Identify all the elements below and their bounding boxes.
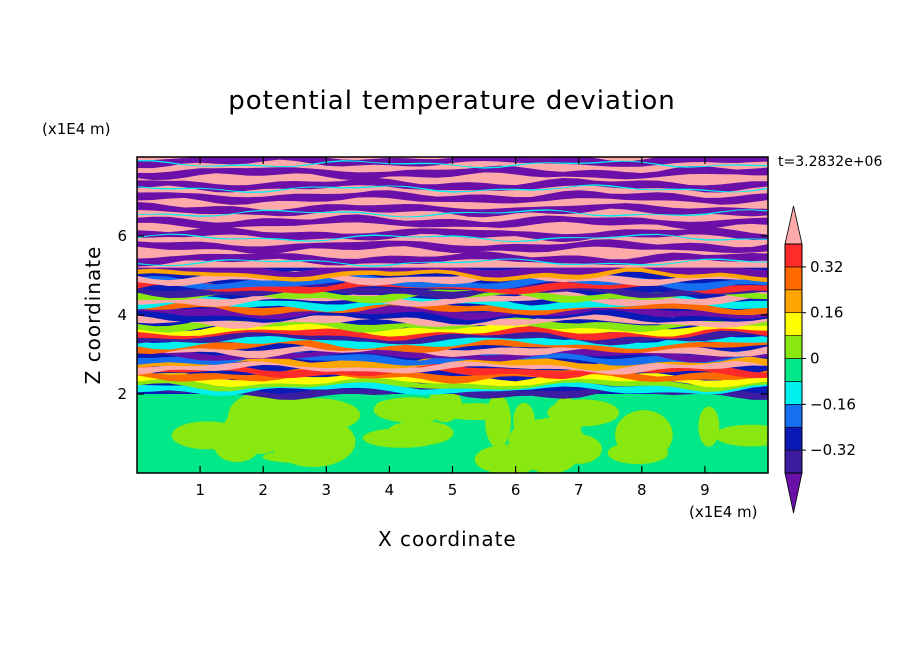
upper-thin-contour	[137, 233, 768, 243]
x-tick-label: 4	[385, 481, 395, 499]
lower-layer-patch	[485, 394, 512, 448]
colorbar-bin	[784, 381, 803, 405]
lower-layer-patch	[508, 418, 585, 461]
colorbar-top-extension	[784, 205, 803, 245]
colorbar-bin	[784, 449, 803, 474]
x-tick-label: 6	[511, 481, 521, 499]
x-axis-ticks: 1 2 3 4 5 6 7 8 9	[195, 157, 710, 499]
x-tick-label: 3	[322, 481, 332, 499]
lower-layer-patch	[270, 398, 361, 432]
upper-purple-band	[137, 214, 768, 230]
upper-purple-band	[137, 251, 768, 267]
upper-thin-contour	[137, 184, 768, 193]
colorbar-tick-label: −0.32	[810, 441, 856, 459]
y-tick-label: 4	[117, 306, 127, 324]
colorbar-bin	[784, 403, 803, 428]
upper-purple-band	[137, 201, 768, 218]
lower-layer-patch	[223, 404, 291, 455]
x-tick-label: 8	[637, 481, 647, 499]
y-tick-label: 2	[117, 385, 127, 403]
upper-purple-band	[137, 177, 768, 193]
y-axis-ticks: 2 4 6	[117, 227, 768, 403]
colorbar-bin	[784, 289, 803, 313]
colorbar: 0.32 0.16 0 −0.16 −0.32	[784, 205, 856, 514]
upper-purple-band	[137, 239, 768, 255]
colorbar-bin	[784, 243, 803, 268]
upper-thin-contour	[137, 209, 768, 218]
colorbar-tick-label: −0.16	[810, 395, 856, 413]
colorbar-bottom-extension	[784, 472, 803, 514]
upper-thin-contour	[137, 160, 768, 169]
x-axis-unit-label: (x1E4 m)	[689, 503, 758, 521]
colorbar-bin	[784, 335, 803, 359]
colorbar-bin	[784, 426, 803, 451]
upper-thin-contour	[137, 258, 768, 267]
lower-layer-patch	[547, 399, 620, 427]
x-tick-label: 2	[258, 481, 268, 499]
lower-layer-patch	[386, 420, 454, 446]
lower-layer-patch	[293, 436, 343, 459]
lower-layer-patch	[714, 424, 768, 447]
y-axis-unit-label: (x1E4 m)	[42, 120, 111, 138]
lower-layer-patch	[615, 410, 673, 460]
colorbar-tick-label: 0	[810, 350, 820, 368]
upper-purple-band	[137, 190, 768, 205]
x-axis-label: X coordinate	[378, 527, 517, 551]
x-tick-label: 9	[700, 481, 710, 499]
colorbar-tick-label: 0.32	[810, 258, 843, 276]
chart-title: potential temperature deviation	[228, 86, 676, 116]
contour-field	[137, 157, 768, 473]
upper-purple-band	[137, 165, 768, 181]
turbulent-streak	[137, 354, 768, 371]
x-tick-label: 7	[574, 481, 584, 499]
colorbar-bin	[784, 312, 803, 336]
lower-layer-patch	[698, 406, 720, 447]
upper-purple-band	[137, 226, 768, 243]
turbulent-streak	[137, 324, 768, 342]
x-tick-label: 1	[195, 481, 205, 499]
colorbar-bin	[784, 358, 803, 382]
x-tick-label: 5	[448, 481, 458, 499]
colorbar-bin	[784, 266, 803, 291]
lower-layer-patch	[427, 387, 463, 423]
time-label: t=3.2832e+06	[778, 154, 883, 170]
lower-layer-patch	[375, 398, 426, 412]
y-tick-label: 6	[117, 227, 127, 245]
colorbar-tick-label: 0.16	[810, 304, 843, 322]
